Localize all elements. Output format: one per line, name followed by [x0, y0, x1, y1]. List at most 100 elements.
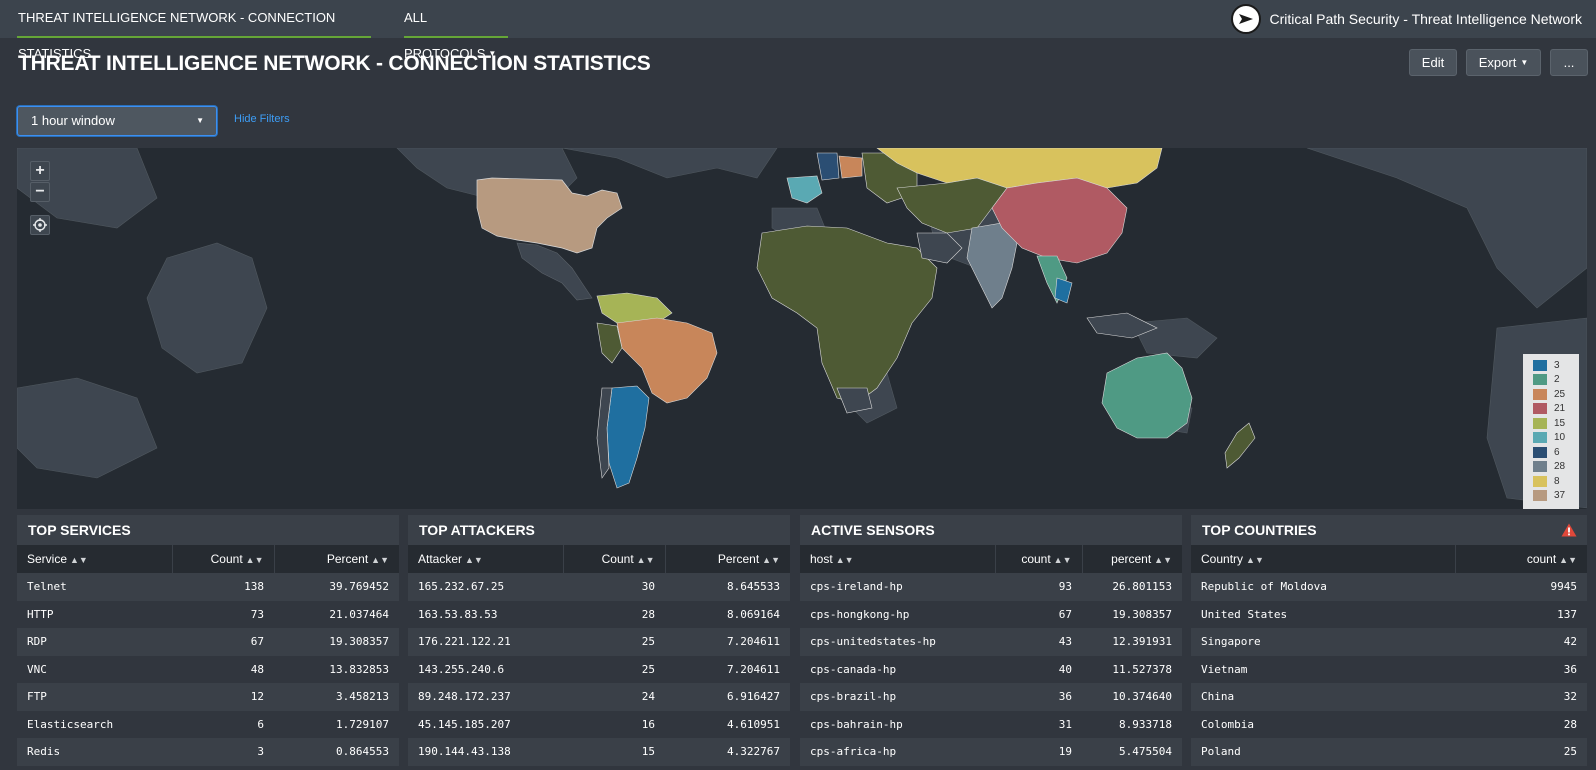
table-row[interactable]: HTTP 73 21.037464: [17, 600, 399, 628]
country-singapore[interactable]: [1054, 277, 1073, 304]
column-header-country[interactable]: Country ▲▼: [1191, 545, 1456, 573]
table-row[interactable]: Colombia 28: [1191, 710, 1587, 738]
table-row[interactable]: United States 137: [1191, 600, 1587, 628]
hide-filters-link[interactable]: Hide Filters: [234, 113, 290, 125]
country-south-africa[interactable]: [836, 387, 873, 414]
country-france[interactable]: [786, 175, 823, 204]
country-peru[interactable]: [596, 322, 623, 364]
country-chile[interactable]: [596, 387, 613, 479]
column-header-attacker[interactable]: Attacker ▲▼: [408, 545, 564, 573]
warning-triangle-icon[interactable]: [1561, 523, 1577, 537]
legend-swatch: [1533, 490, 1547, 502]
choropleth-map[interactable]: + − 3 2 25 21 15 10 6 28 8 37: [17, 148, 1587, 509]
country-poland[interactable]: [838, 155, 863, 179]
time-window-dropdown[interactable]: 1 hour window ▼: [17, 106, 217, 136]
nav-tab-all-protocols[interactable]: ALL PROTOCOLS ▼: [404, 0, 508, 61]
table-cell: cps-unitedstates-hp: [800, 628, 995, 656]
table-row[interactable]: Singapore 42: [1191, 628, 1587, 656]
table-row[interactable]: 89.248.172.237 24 6.916427: [408, 683, 790, 711]
table-row[interactable]: 165.232.67.25 30 8.645533: [408, 573, 790, 601]
top-services-title: TOP SERVICES: [17, 515, 399, 545]
country-china[interactable]: [991, 177, 1128, 264]
country-netherlands[interactable]: [816, 152, 840, 181]
table-row[interactable]: cps-canada-hp 40 11.527378: [800, 655, 1182, 683]
top-countries-panel: TOP COUNTRIES Country ▲▼ count ▲▼ Republic…: [1191, 515, 1587, 770]
column-header-count[interactable]: Count ▲▼: [563, 545, 666, 573]
brand-logo-icon: [1231, 4, 1262, 34]
column-header-count[interactable]: count ▲▼: [995, 545, 1083, 573]
table-row[interactable]: cps-bahrain-hp 31 8.933718: [800, 710, 1182, 738]
table-row[interactable]: cps-africa-hp 19 5.475504: [800, 738, 1182, 766]
table-row[interactable]: cps-hongkong-hp 67 19.308357: [800, 600, 1182, 628]
zoom-in-button[interactable]: +: [30, 161, 50, 181]
sort-icon: ▲▼: [245, 555, 264, 565]
locate-icon[interactable]: [30, 215, 50, 235]
country-argentina[interactable]: [606, 385, 650, 489]
table-row[interactable]: cps-ireland-hp 93 26.801153: [800, 573, 1182, 601]
column-header-percent[interactable]: percent ▲▼: [1082, 545, 1182, 573]
legend-label: 10: [1554, 432, 1566, 444]
page-title: THREAT INTELLIGENCE NETWORK - CONNECTION…: [18, 52, 651, 75]
table-cell: 138: [172, 573, 274, 601]
country-mexico[interactable]: [516, 242, 593, 301]
table-cell: Republic of Moldova: [1191, 573, 1455, 601]
table-row[interactable]: RDP 67 19.308357: [17, 628, 399, 656]
table-cell: 31: [995, 710, 1082, 738]
table-cell: 163.53.83.53: [408, 600, 563, 628]
column-header-host[interactable]: host ▲▼: [800, 545, 996, 573]
table-cell: 13.832853: [274, 655, 399, 683]
table-row[interactable]: Republic of Moldova 9945: [1191, 573, 1587, 601]
zoom-out-button[interactable]: −: [30, 182, 50, 202]
country-new-zealand[interactable]: [1224, 422, 1256, 469]
column-header-count[interactable]: Count ▲▼: [172, 545, 275, 573]
table-cell: 40: [995, 655, 1082, 683]
more-actions-button[interactable]: ...: [1550, 49, 1588, 76]
country-australia[interactable]: [1101, 352, 1193, 439]
table-cell: 165.232.67.25: [408, 573, 563, 601]
column-header-service[interactable]: Service ▲▼: [17, 545, 173, 573]
table-row[interactable]: Telnet 138 39.769452: [17, 573, 399, 601]
table-row[interactable]: China 32: [1191, 683, 1587, 711]
edit-button[interactable]: Edit: [1409, 49, 1457, 76]
region-central-asia[interactable]: [896, 177, 1008, 234]
world-landmass: [17, 148, 1587, 509]
table-row[interactable]: VNC 48 13.832853: [17, 655, 399, 683]
table-cell: 6.916427: [665, 683, 790, 711]
table-row[interactable]: 45.145.185.207 16 4.610951: [408, 710, 790, 738]
sort-icon: ▲▼: [70, 555, 88, 565]
region-africa[interactable]: [756, 225, 938, 404]
column-header-percent[interactable]: Percent ▲▼: [665, 545, 790, 573]
table-row[interactable]: Redis 3 0.864553: [17, 738, 399, 766]
country-brazil[interactable]: [616, 317, 718, 404]
nav-tab-dashboard[interactable]: THREAT INTELLIGENCE NETWORK - CONNECTION…: [17, 0, 371, 61]
table-row[interactable]: 163.53.83.53 28 8.069164: [408, 600, 790, 628]
table-cell: cps-bahrain-hp: [800, 710, 995, 738]
active-sensors-panel: ACTIVE SENSORS host ▲▼ count ▲▼ percent ▲▼ …: [800, 515, 1182, 770]
column-header-count[interactable]: count ▲▼: [1455, 545, 1587, 573]
table-cell: 0.864553: [274, 738, 399, 766]
table-row[interactable]: FTP 12 3.458213: [17, 683, 399, 711]
table-row[interactable]: Elasticsearch 6 1.729107: [17, 710, 399, 738]
table-cell: 67: [995, 600, 1082, 628]
table-row[interactable]: 176.221.122.21 25 7.204611: [408, 628, 790, 656]
table-row[interactable]: Poland 25: [1191, 738, 1587, 766]
legend-item: 37: [1533, 489, 1579, 504]
table-row[interactable]: cps-brazil-hp 36 10.374640: [800, 683, 1182, 711]
sort-icon: ▲▼: [1154, 555, 1172, 565]
world-map-svg[interactable]: [17, 148, 1587, 509]
country-indonesia[interactable]: [1086, 312, 1158, 339]
table-row[interactable]: 190.144.43.138 15 4.322767: [408, 738, 790, 766]
country-united-states[interactable]: [476, 177, 623, 254]
table-row[interactable]: Vietnam 36: [1191, 655, 1587, 683]
table-row[interactable]: cps-unitedstates-hp 43 12.391931: [800, 628, 1182, 656]
chevron-down-icon: ▼: [1520, 58, 1529, 67]
export-button[interactable]: Export ▼: [1466, 49, 1541, 76]
column-header-percent[interactable]: Percent ▲▼: [274, 545, 399, 573]
table-cell: 43: [995, 628, 1082, 656]
legend-swatch: [1533, 432, 1547, 444]
legend-label: 8: [1554, 475, 1560, 487]
table-row[interactable]: 143.255.240.6 25 7.204611: [408, 655, 790, 683]
country-russia[interactable]: [876, 148, 1163, 189]
legend-item: 2: [1533, 373, 1579, 388]
country-iran[interactable]: [916, 232, 963, 264]
